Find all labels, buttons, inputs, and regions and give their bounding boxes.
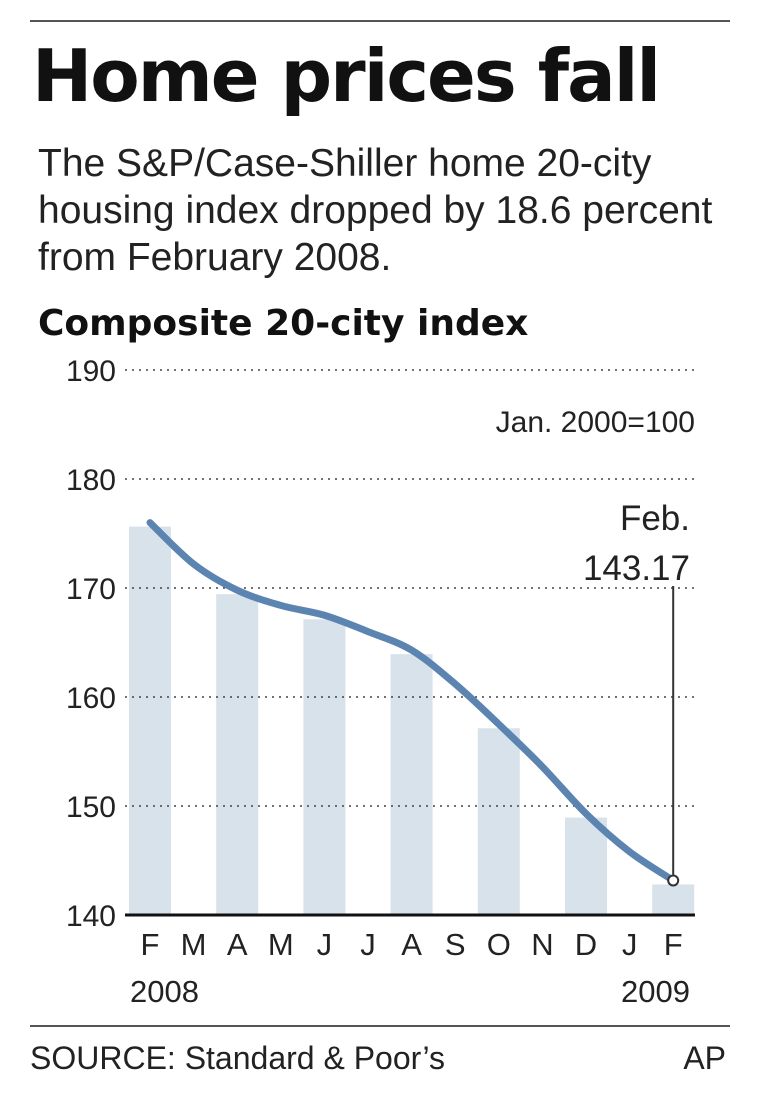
- subtitle: The S&P/Case-Shiller home 20-city housin…: [38, 142, 713, 279]
- x-tick-label: O: [487, 927, 511, 962]
- y-tick-label: 150: [66, 791, 116, 824]
- x-tick-label: A: [227, 927, 248, 962]
- source-note: SOURCE: Standard & Poor’s: [30, 1040, 445, 1076]
- annotation-value-label: 143.17: [583, 549, 690, 588]
- headline: Home prices fall: [32, 34, 661, 118]
- year-label-end: 2009: [621, 974, 690, 1009]
- chart-title: Composite 20-city index: [38, 303, 529, 344]
- composite-index-chart: 140 150 160 170 180 190 Jan. 2000=100 Feb. 143.1…: [66, 355, 695, 1009]
- x-tick-label: J: [317, 927, 333, 962]
- x-tick-label: S: [445, 927, 466, 962]
- month-shade-bar: [390, 654, 433, 915]
- month-shade-bar: [129, 526, 171, 915]
- year-label-start: 2008: [130, 974, 199, 1009]
- x-tick-label: J: [360, 927, 376, 962]
- month-shade-bar: [565, 817, 607, 915]
- month-shade-bar: [652, 884, 695, 915]
- annotation-month-label: Feb.: [620, 499, 690, 538]
- x-tick-label: A: [401, 927, 422, 962]
- x-tick-label: F: [664, 927, 683, 962]
- y-tick-label: 160: [66, 682, 116, 715]
- bottom-rule: [30, 1025, 730, 1027]
- month-shade-bar: [477, 728, 520, 915]
- x-tick-label: J: [622, 927, 638, 962]
- y-tick-label: 140: [66, 900, 116, 933]
- x-tick-label: N: [531, 927, 553, 962]
- top-rule: [30, 20, 730, 22]
- y-tick-label: 190: [66, 355, 116, 388]
- latest-data-point: [667, 874, 680, 887]
- month-shade-bar: [216, 594, 259, 915]
- x-tick-label: M: [181, 927, 207, 962]
- y-tick-label: 170: [66, 573, 116, 606]
- unit-note: Jan. 2000=100: [496, 406, 695, 439]
- ap-credit: AP: [683, 1040, 726, 1076]
- y-tick-label: 180: [66, 464, 116, 497]
- x-tick-label: D: [575, 927, 597, 962]
- month-shade-bar: [303, 619, 346, 915]
- x-tick-label: F: [141, 927, 160, 962]
- x-tick-label: M: [268, 927, 294, 962]
